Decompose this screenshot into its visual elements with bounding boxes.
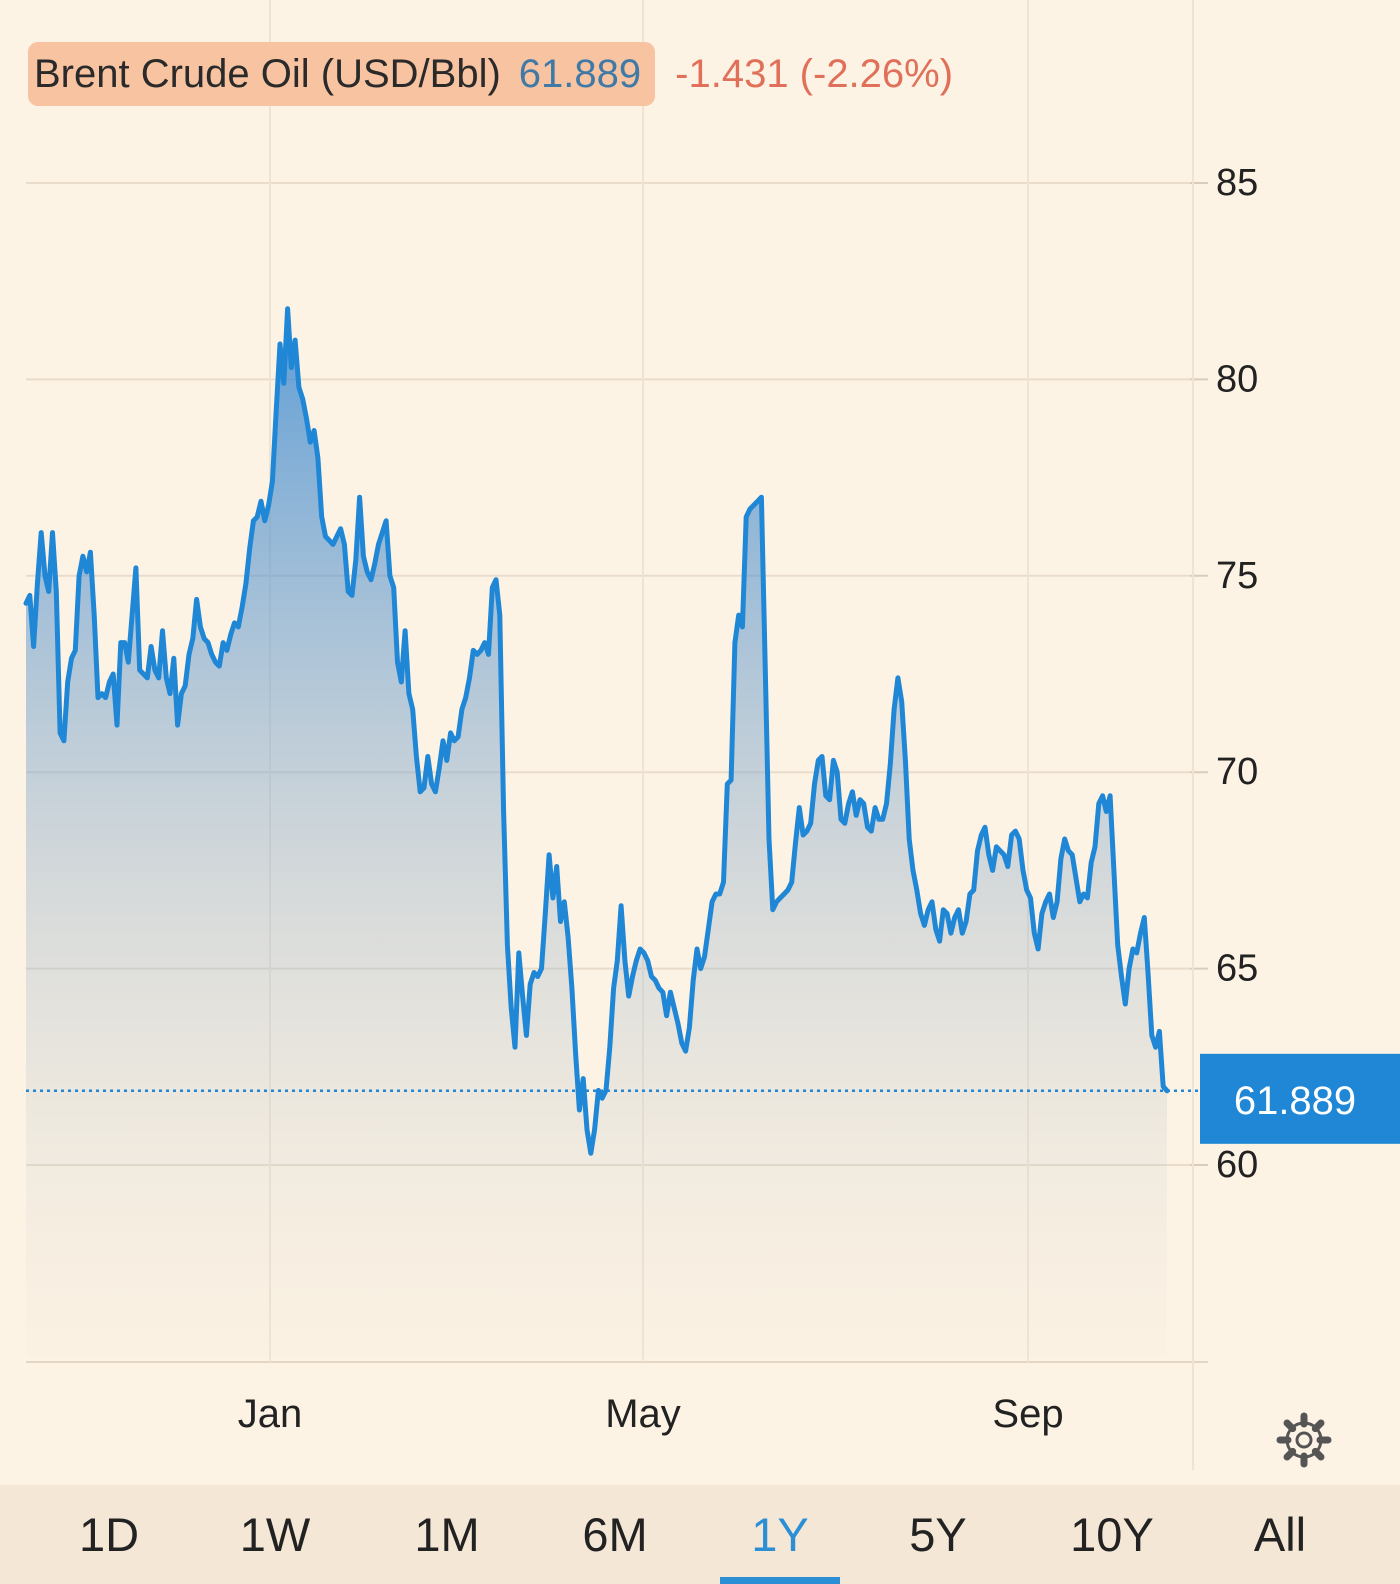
last-price-label: 61.889 <box>1234 1079 1356 1123</box>
price-change: -1.431 (-2.26%) <box>675 51 954 96</box>
tab-1m[interactable]: 1M <box>414 1508 480 1561</box>
instrument-highlight: Brent Crude Oil (USD/Bbl) 61.889 <box>28 42 656 106</box>
tab-1w[interactable]: 1W <box>239 1508 311 1561</box>
tab-all[interactable]: All <box>1253 1508 1307 1561</box>
price-chart[interactable]: 60 65 70 75 80 85 Jan May Sep 61.889 <box>0 0 1400 1485</box>
y-tick-label: 60 <box>1216 1144 1258 1186</box>
x-tick-label: May <box>605 1392 681 1436</box>
y-tick-label: 85 <box>1216 162 1258 204</box>
y-tick-label: 70 <box>1216 751 1258 793</box>
y-tick-label: 65 <box>1216 948 1258 990</box>
tab-1d[interactable]: 1D <box>78 1508 140 1561</box>
current-price: 61.889 <box>518 51 642 96</box>
price-series-line <box>23 306 1170 1156</box>
instrument-name: Brent Crude Oil (USD/Bbl) <box>34 51 501 96</box>
tab-5y[interactable]: 5Y <box>909 1508 967 1561</box>
gear-icon[interactable] <box>1276 1412 1332 1468</box>
price-area-fill <box>26 308 1167 1359</box>
instrument-header: Brent Crude Oil (USD/Bbl) 61.889 -1.431 … <box>28 42 953 106</box>
tab-10y[interactable]: 10Y <box>1070 1508 1154 1561</box>
last-price-badge <box>1200 1053 1400 1144</box>
range-tab-bar: 1D 1W 1M 6M 1Y 5Y 10Y All <box>0 1485 1400 1584</box>
tab-1y[interactable]: 1Y <box>705 1485 855 1584</box>
x-tick-label: Sep <box>992 1392 1063 1436</box>
y-tick-label: 75 <box>1216 555 1258 597</box>
x-tick-label: Jan <box>238 1392 303 1436</box>
y-tick-label: 80 <box>1216 358 1258 400</box>
tab-6m[interactable]: 6M <box>582 1508 648 1561</box>
